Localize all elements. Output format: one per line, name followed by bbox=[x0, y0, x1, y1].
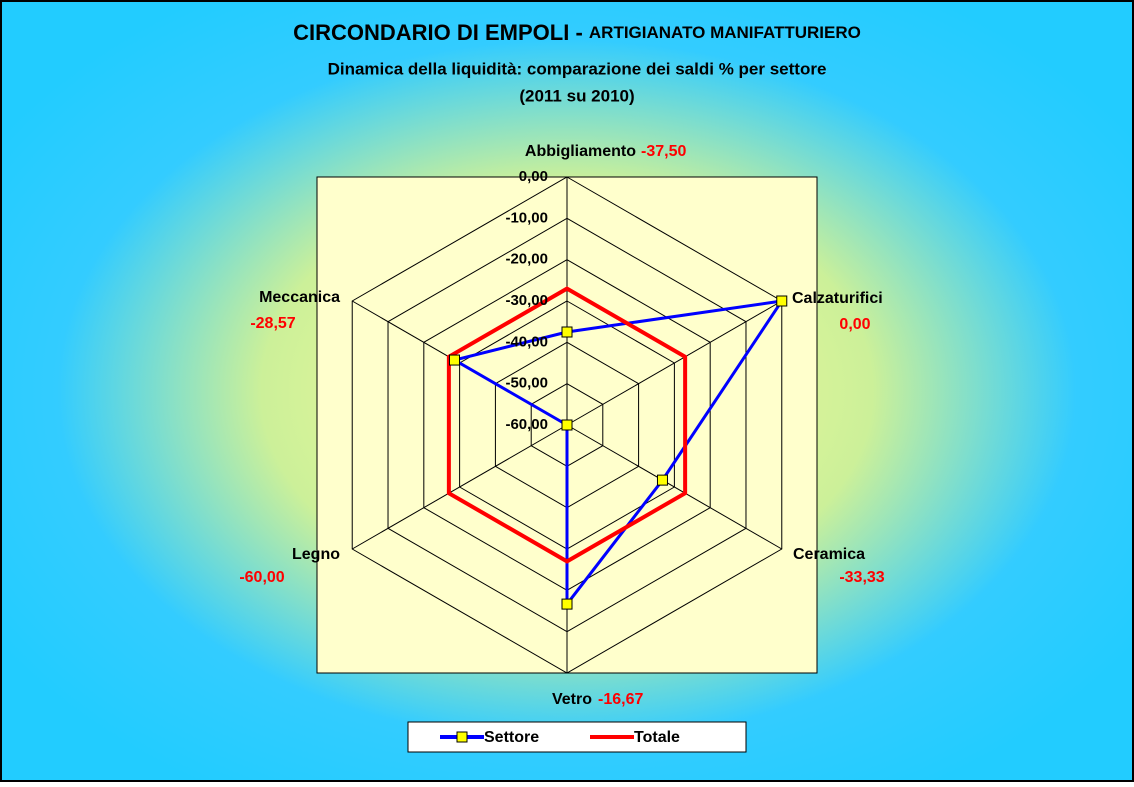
title-suffix: ARTIGIANATO MANIFATTURIERO bbox=[589, 23, 861, 42]
value-label: -16,67 bbox=[598, 691, 643, 708]
category-label: Ceramica bbox=[793, 546, 865, 563]
value-label: 0,00 bbox=[839, 316, 870, 333]
value-label: -60,00 bbox=[239, 569, 284, 586]
spoke bbox=[351, 424, 568, 550]
r-tick-label: -20,00 bbox=[505, 251, 548, 268]
title-main: CIRCONDARIO DI EMPOLI - bbox=[293, 20, 589, 45]
spoke bbox=[566, 424, 783, 550]
legend-marker bbox=[456, 731, 468, 743]
category-label: Abbigliamento bbox=[525, 143, 636, 160]
r-tick-label: -60,00 bbox=[505, 416, 548, 433]
r-tick-label: -10,00 bbox=[505, 209, 548, 226]
marker bbox=[448, 354, 460, 366]
r-tick-label: -50,00 bbox=[505, 375, 548, 392]
r-tick-label: -30,00 bbox=[505, 292, 548, 309]
legend-label: Totale bbox=[634, 729, 680, 746]
value-label: -28,57 bbox=[250, 315, 295, 332]
legend-label: Settore bbox=[484, 729, 539, 746]
r-tick-label: -40,00 bbox=[505, 333, 548, 350]
value-label: -33,33 bbox=[839, 569, 884, 586]
marker bbox=[776, 295, 788, 307]
category-label: Calzaturifici bbox=[792, 290, 883, 307]
chart-title: CIRCONDARIO DI EMPOLI - ARTIGIANATO MANI… bbox=[293, 20, 861, 45]
subtitle: Dinamica della liquidità: comparazione d… bbox=[328, 59, 827, 78]
value-label: -37,50 bbox=[641, 143, 686, 160]
category-label: Vetro bbox=[552, 691, 592, 708]
series-line bbox=[446, 286, 688, 564]
category-label: Meccanica bbox=[259, 289, 340, 306]
marker bbox=[561, 419, 573, 431]
category-label: Legno bbox=[292, 546, 340, 563]
subtitle: (2011 su 2010) bbox=[519, 86, 634, 105]
marker bbox=[561, 598, 573, 610]
spoke bbox=[566, 300, 783, 426]
marker bbox=[656, 474, 668, 486]
r-tick-label: 0,00 bbox=[519, 168, 548, 185]
marker bbox=[561, 326, 573, 338]
